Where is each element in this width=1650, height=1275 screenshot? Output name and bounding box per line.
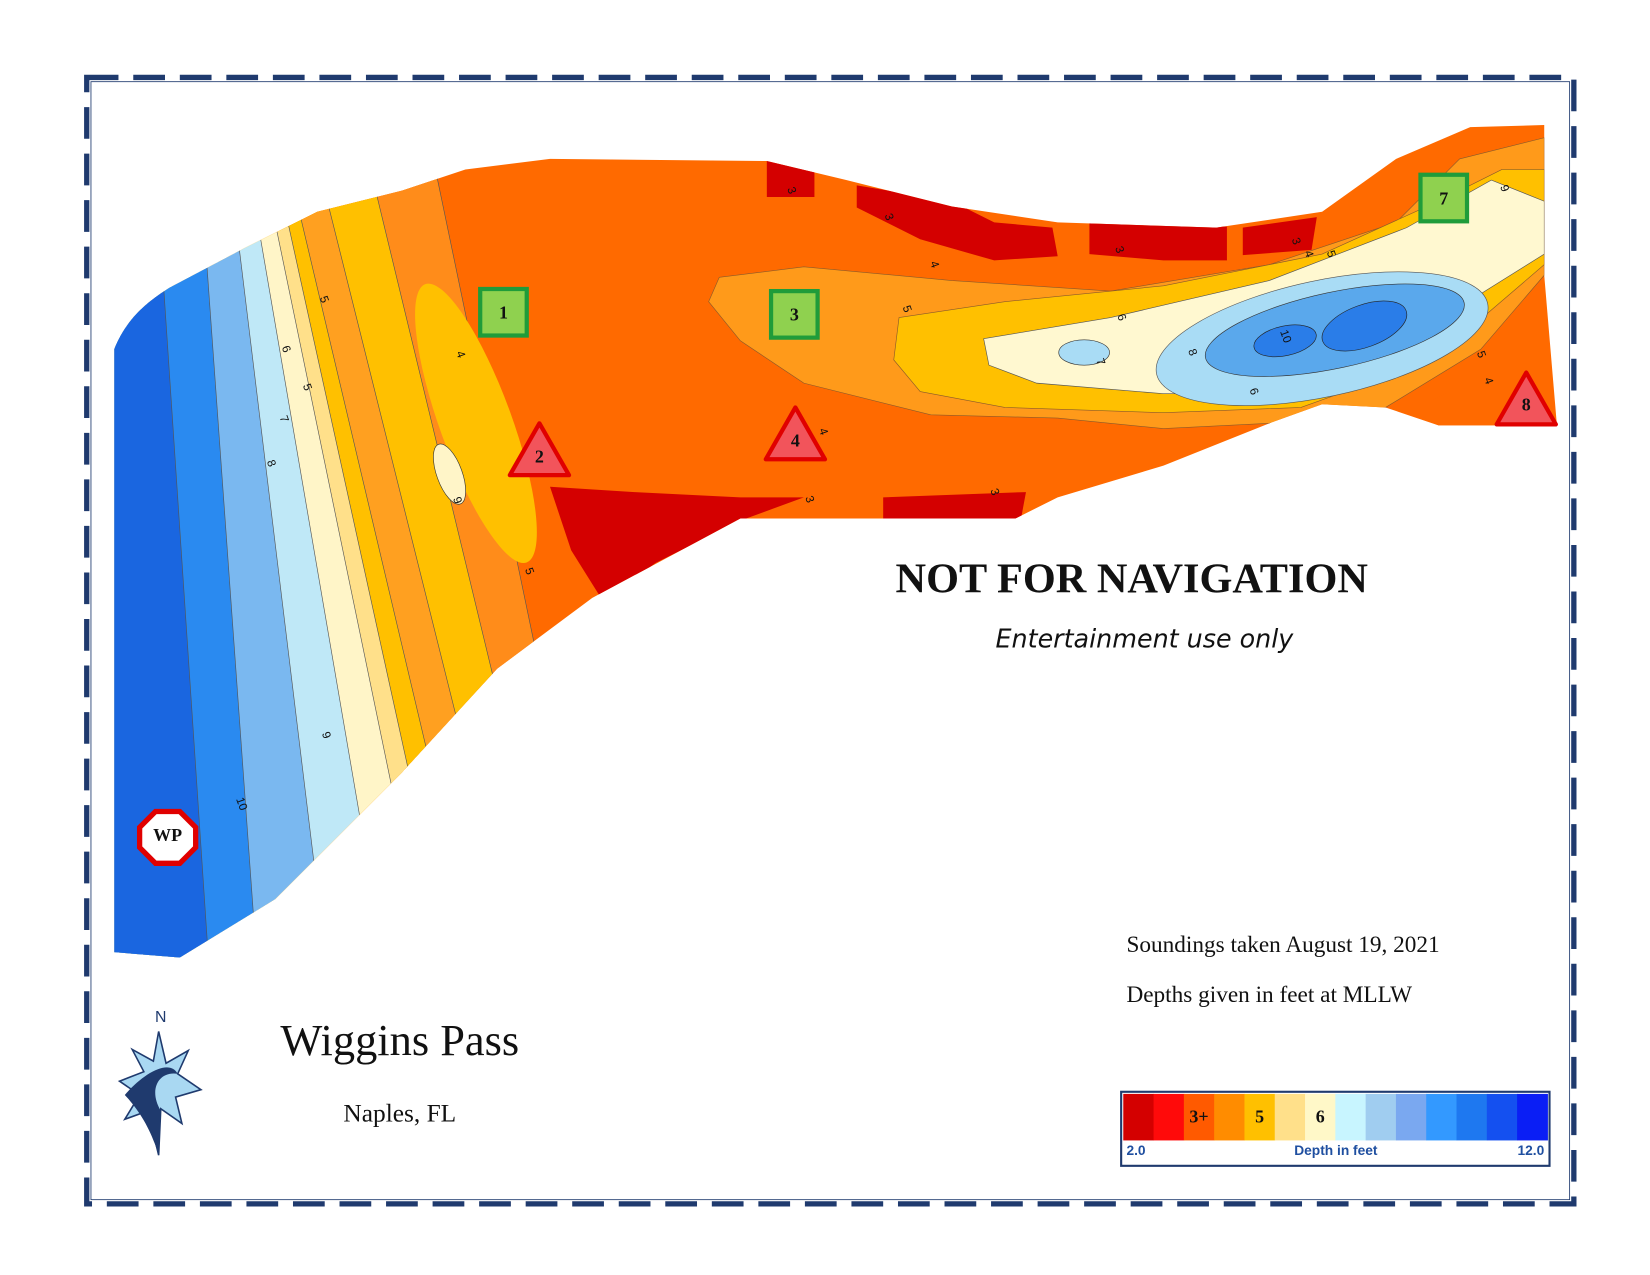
red-marker: [1494, 370, 1558, 427]
contour-label: 3: [1112, 244, 1126, 255]
contour-label: 10: [1277, 328, 1294, 345]
contour-label: 9: [450, 495, 464, 506]
marker-label: 1: [499, 303, 508, 323]
legend-swatch-label: 6: [1316, 1106, 1325, 1126]
green-marker: [768, 288, 820, 340]
red-marker: [763, 405, 828, 462]
depth-zone: [1058, 339, 1110, 366]
green-markers: 1 3 7: [478, 172, 1470, 340]
contour-label: 7: [277, 414, 291, 425]
legend-swatch: [1486, 1093, 1518, 1141]
depth-zone: [433, 443, 466, 505]
legend-swatch-label: 5: [1255, 1106, 1264, 1126]
start-marker: [136, 808, 199, 866]
contour-label: 4: [1481, 376, 1496, 387]
legend-swatch: [1244, 1093, 1276, 1141]
contour-label: 4: [816, 426, 831, 437]
contour-label: 8: [264, 458, 278, 469]
contour-label: 6: [1114, 312, 1128, 323]
green-marker: [1418, 172, 1470, 224]
marker-label: 7: [1439, 188, 1448, 208]
frame-inner: [90, 81, 1571, 1201]
legend: 2.0 Depth in feet 12.0 3+ 5 6: [1120, 1090, 1551, 1167]
depth-zone: [856, 185, 1058, 261]
legend-swatch: [1335, 1093, 1367, 1141]
marker-label: 2: [535, 446, 544, 466]
legend-swatch: [1274, 1093, 1306, 1141]
depth-zone: [1242, 217, 1317, 256]
contour-label: 9: [319, 730, 333, 741]
red-marker: [507, 421, 572, 478]
compass-swoosh: [124, 1067, 178, 1156]
contour-label: 3: [1289, 236, 1303, 247]
contour-label: 5: [1474, 349, 1488, 360]
legend-min: 2.0: [1126, 1143, 1145, 1158]
legend-swatch-label: 3+: [1189, 1106, 1208, 1126]
contour-label: 4: [1302, 249, 1317, 260]
contour-label: 5: [1324, 249, 1338, 260]
compass-north: N: [155, 1009, 166, 1026]
note: Depths given in feet at MLLW: [1126, 982, 1412, 1008]
legend-swatch: [1517, 1093, 1548, 1141]
depth-zone: [1089, 222, 1227, 261]
contour-label: 3: [882, 212, 896, 223]
contour-label: 6: [279, 344, 293, 355]
legend-swatch: [1365, 1093, 1397, 1141]
contour-label: 3: [802, 494, 816, 505]
depth-zone: [883, 492, 1026, 521]
marker-label: 8: [1522, 395, 1531, 415]
contour-label: 5: [317, 294, 331, 305]
contour-label: 5: [300, 382, 314, 393]
legend-swatch: [1214, 1093, 1245, 1141]
depth-zone: [550, 486, 804, 602]
legend-swatch: [1183, 1093, 1215, 1141]
contour-label: 10: [233, 796, 250, 813]
contour-label: 6: [1247, 386, 1261, 397]
legend-label: Depth in feet: [1294, 1143, 1378, 1158]
marker-label: 4: [791, 430, 800, 450]
depth-zone: [415, 283, 537, 564]
green-marker: [478, 286, 529, 338]
depth-zone: [1321, 300, 1408, 352]
contour-label: 4: [453, 349, 468, 360]
marker-label: 3: [790, 305, 799, 325]
compass: N: [117, 1009, 203, 1156]
map-subtitle: Naples, FL: [343, 1099, 456, 1127]
start-label: WP: [153, 825, 182, 845]
legend-swatch: [1395, 1093, 1427, 1141]
depth-zone: [1406, 386, 1513, 426]
map-title: Wiggins Pass: [280, 1015, 519, 1065]
contour-label: 9: [1497, 183, 1511, 194]
legend-max: 12.0: [1517, 1143, 1544, 1158]
legend-swatch: [1305, 1093, 1336, 1141]
legend-swatch: [1426, 1093, 1458, 1141]
note: Soundings taken August 19, 2021: [1126, 932, 1439, 958]
depth-zone: [1253, 324, 1317, 358]
contour-label: 7: [1093, 357, 1107, 368]
contour-label: 8: [1185, 347, 1199, 358]
contour-label: 3: [784, 185, 798, 196]
legend-swatch: [1153, 1093, 1185, 1141]
contour-label: 5: [900, 304, 914, 315]
contour-label: 3: [987, 487, 1001, 498]
red-markers: 2 4 8: [507, 370, 1558, 478]
contour-label: 4: [927, 259, 942, 270]
legend-swatch: [1456, 1093, 1488, 1141]
frame: [84, 74, 1577, 1207]
legend-swatch: [1123, 1093, 1155, 1141]
contour-label: 5: [522, 566, 536, 577]
warning: NOT FOR NAVIGATION: [896, 556, 1368, 603]
disclaimer: Entertainment use only: [996, 624, 1295, 654]
